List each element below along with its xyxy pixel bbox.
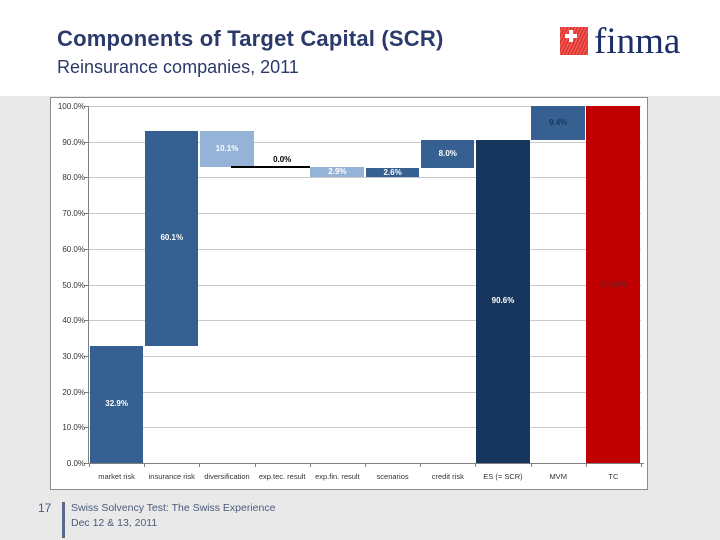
y-axis-tick [84, 177, 89, 179]
y-axis-tick [84, 213, 89, 215]
bar-diversification [199, 130, 254, 168]
y-axis-tick-label: 70.0% [62, 209, 85, 219]
gridline [89, 177, 641, 179]
gridline [89, 284, 641, 286]
bar-mvm [531, 106, 585, 140]
bar-label-diversification: 10.1% [215, 144, 239, 154]
bar-insurance-risk [144, 130, 199, 346]
bar-tc [586, 106, 640, 463]
category-label-tc: TC [608, 472, 619, 481]
bar-label-es-scr: 90.6% [491, 296, 515, 306]
bar-label-mvm: 9.4% [549, 117, 568, 127]
category-label-insurance-risk: insurance risk [148, 472, 195, 481]
bar-market-risk [89, 345, 144, 463]
category-label-market-risk: market risk [98, 472, 135, 481]
bar-label-tc: 100.0% [599, 279, 627, 289]
bar-exp-fin-result [310, 167, 364, 178]
category-label-mvm: MVM [549, 472, 567, 481]
zero-connector-exp-tec-result [230, 166, 310, 169]
bar-label-scenarios: 2.6% [383, 167, 402, 177]
x-axis-tick [530, 463, 532, 467]
gridline [89, 391, 641, 393]
y-axis-tick-label: 90.0% [62, 137, 85, 147]
category-label-es-scr: ES (= SCR) [483, 472, 523, 481]
y-axis-tick-label: 100.0% [57, 102, 85, 111]
category-label-credit-risk: credit risk [431, 472, 464, 481]
x-axis-tick [309, 463, 311, 467]
gridline [89, 355, 641, 357]
bar-label-exp-tec-result: 0.0% [273, 155, 292, 165]
finma-logo-text: finma [594, 21, 681, 62]
waterfall-chart: 0.0% 10.0% 20.0% 30.0% 40.0% 50.0% 60.0% 70.0% 8… [50, 97, 648, 490]
bar-label-insurance-risk: 60.1% [160, 233, 184, 243]
swiss-cross-horizontal [565, 34, 577, 38]
gridline [89, 427, 641, 429]
footer-text: Swiss Solvency Test: The Swiss Experienc… [71, 501, 275, 531]
x-axis-tick [365, 463, 366, 467]
x-axis-tick [144, 463, 146, 467]
gridline [89, 248, 641, 250]
y-axis-tick-label: 50.0% [62, 280, 85, 290]
gridline [89, 320, 641, 322]
page-number: 17 [38, 501, 52, 515]
bar-es-scr [475, 139, 530, 463]
x-axis-tick [585, 463, 587, 467]
y-axis-tick [84, 141, 89, 143]
x-axis-tick [89, 463, 90, 467]
bar-label-market-risk: 32.9% [105, 399, 128, 409]
gridline [89, 141, 641, 143]
category-label-scenarios: scenarios [376, 472, 409, 481]
x-axis-tick [475, 463, 477, 467]
y-axis-tick [84, 248, 89, 250]
y-axis-tick-label: 30.0% [62, 351, 85, 361]
y-axis-tick [84, 320, 89, 322]
footer-divider [62, 502, 65, 538]
y-axis-tick-label: 0.0% [66, 459, 85, 468]
y-axis-tick [84, 355, 89, 357]
category-label-exp-fin-result: exp.fin. result [315, 472, 360, 481]
bar-label-exp-fin-result: 2.9% [328, 167, 347, 177]
y-axis-tick-label: 10.0% [62, 423, 85, 433]
gridline [89, 213, 641, 215]
footer-line1: Swiss Solvency Test: The Swiss Experienc… [71, 502, 276, 514]
footer-line2: Dec 12 & 13, 2011 [71, 517, 158, 529]
y-axis-tick [84, 106, 89, 107]
bar-scenarios [365, 168, 420, 178]
y-axis-tick-label: 80.0% [62, 173, 85, 183]
x-axis-line [88, 463, 644, 464]
x-axis-tick [641, 463, 642, 467]
page-subtitle: Reinsurance companies, 2011 [57, 57, 299, 77]
y-axis-tick [84, 463, 89, 464]
y-axis-tick [84, 284, 89, 286]
y-axis-tick-label: 40.0% [62, 316, 85, 326]
finma-swiss-cross-icon [560, 27, 588, 55]
category-label-exp-tec-result: exp.tec. result [258, 472, 306, 481]
y-axis-tick-label: 60.0% [62, 244, 85, 254]
bar-label-credit-risk: 8.0% [438, 148, 457, 158]
y-axis-tick [84, 427, 89, 429]
category-label-diversification: diversification [204, 472, 250, 481]
x-axis-tick [199, 463, 201, 467]
gridline [89, 106, 641, 107]
bar-credit-risk [420, 139, 475, 169]
page-title: Components of Target Capital (SCR) [57, 26, 444, 51]
y-axis-tick-label: 20.0% [62, 387, 85, 397]
chart-plot-area: 0.0% 10.0% 20.0% 30.0% 40.0% 50.0% 60.0% 70.0% 8… [58, 102, 644, 481]
x-axis-tick [254, 463, 256, 467]
y-axis-tick [84, 391, 89, 393]
x-axis-tick [420, 463, 422, 467]
